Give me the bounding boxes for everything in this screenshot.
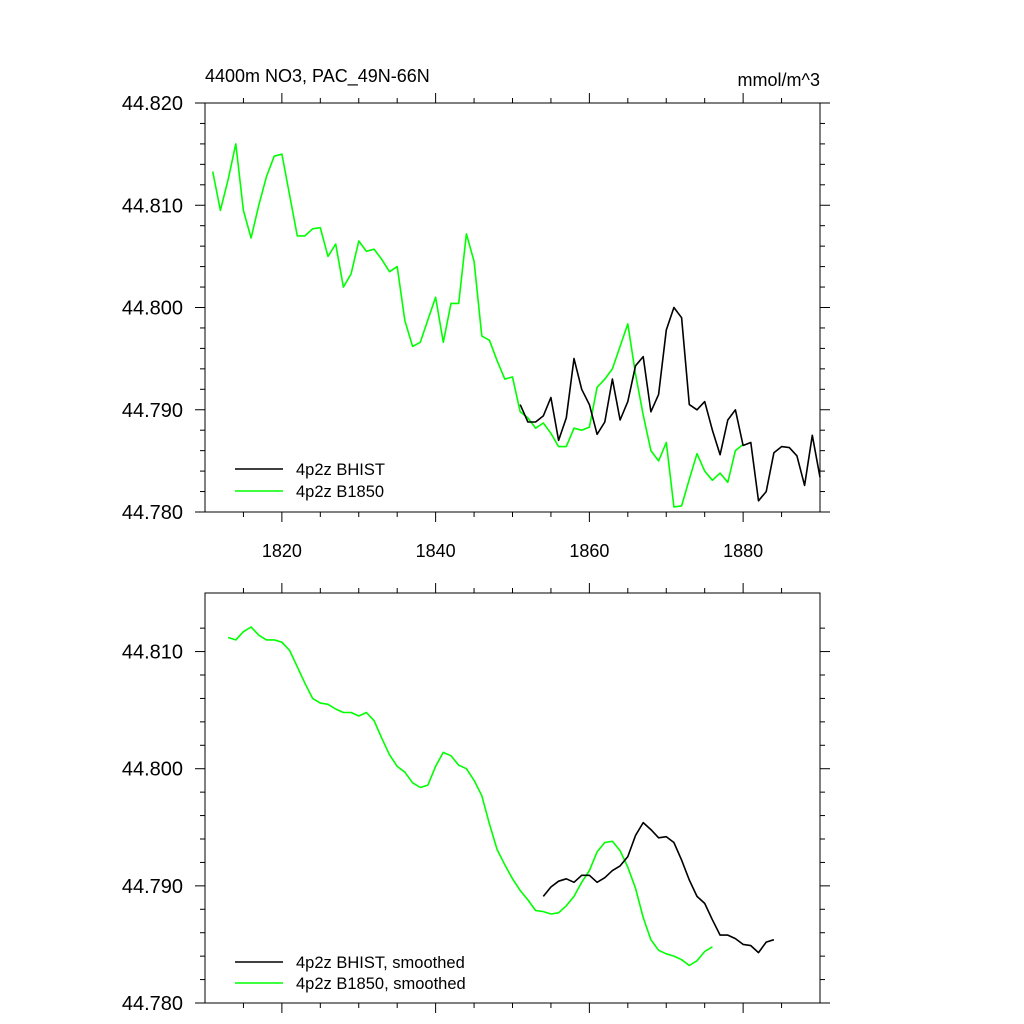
bottom-series-lines [227,626,775,967]
x-tick-label: 1820 [262,541,302,561]
bottom-plot-frame [204,592,821,1004]
series-line-4p2z-b1850-smoothed [227,626,713,967]
y-tick-label: 44.800 [122,759,183,781]
x-tick-label: 1880 [723,541,763,561]
chart-title: 4400m NO3, PAC_49N-66N [205,66,430,87]
x-tick-label: 1860 [569,541,609,561]
bottom-ticks [195,583,830,1013]
y-tick-label: 44.820 [122,93,183,115]
series-line-4p2z-bhist-smoothed [542,821,775,954]
top-series-lines [211,143,821,508]
bottom-panel: 44.780 44.790 44.800 44.810 4p2z BHIST, smo… [122,583,830,1015]
top-plot-frame [204,102,821,513]
series-line-4p2z-b1850 [211,143,744,508]
y-tick-label: 44.800 [122,298,183,320]
y-tick-label: 44.790 [122,400,183,422]
legend-label-bhist: 4p2z BHIST [296,461,385,479]
y-tick-label: 44.810 [122,642,183,664]
bottom-y-tick-labels: 44.780 44.790 44.800 44.810 [122,642,183,1015]
legend-label-bhist-smoothed: 4p2z BHIST, smoothed [296,954,465,972]
y-tick-label: 44.780 [122,502,183,524]
legend-label-b1850: 4p2z B1850 [296,483,384,501]
x-tick-label: 1840 [416,541,456,561]
bottom-legend: 4p2z BHIST, smoothed 4p2z B1850, smoothe… [235,954,466,993]
y-tick-label: 44.810 [122,195,183,217]
top-x-tick-labels: 1820 1840 1860 1880 [262,541,763,561]
y-tick-label: 44.780 [122,993,183,1015]
y-tick-label: 44.790 [122,876,183,898]
top-legend: 4p2z BHIST 4p2z B1850 [235,461,385,501]
top-panel: 4400m NO3, PAC_49N-66N mmol/m^3 44.78044… [122,66,830,561]
top-ticks [195,93,830,522]
units-label: mmol/m^3 [738,70,820,90]
series-line-4p2z-bhist [519,306,821,502]
legend-label-b1850-smoothed: 4p2z B1850, smoothed [296,975,466,993]
top-y-tick-labels: 44.780 44.790 44.800 44.810 44.820 [122,93,183,524]
